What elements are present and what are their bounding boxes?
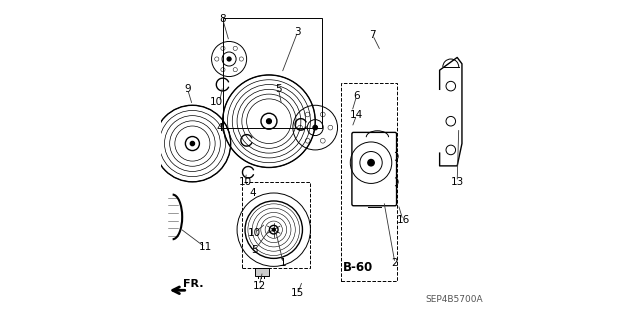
Text: 1: 1 xyxy=(280,258,287,268)
Bar xyxy=(223,18,321,128)
Text: 5: 5 xyxy=(275,84,282,94)
Text: 8: 8 xyxy=(220,14,226,24)
Text: 12: 12 xyxy=(253,280,266,291)
Circle shape xyxy=(190,141,195,146)
Text: 11: 11 xyxy=(198,242,212,252)
Circle shape xyxy=(227,57,231,61)
Circle shape xyxy=(368,160,374,166)
Bar xyxy=(255,268,269,276)
Text: 14: 14 xyxy=(350,110,364,120)
Circle shape xyxy=(267,119,271,124)
Circle shape xyxy=(313,125,317,130)
Text: 5: 5 xyxy=(252,245,258,256)
Text: 15: 15 xyxy=(291,288,304,299)
Text: FR.: FR. xyxy=(183,279,204,289)
Text: 10: 10 xyxy=(248,228,261,238)
Text: 4: 4 xyxy=(216,122,223,133)
Text: SEP4B5700A: SEP4B5700A xyxy=(425,295,483,304)
Bar xyxy=(242,182,310,268)
Text: B-60: B-60 xyxy=(343,262,373,274)
Text: 16: 16 xyxy=(396,215,410,225)
Text: 7: 7 xyxy=(369,30,376,40)
Text: 9: 9 xyxy=(184,84,191,94)
Text: 10: 10 xyxy=(210,97,223,107)
Text: 4: 4 xyxy=(250,188,257,198)
Bar xyxy=(340,83,397,281)
Text: 10: 10 xyxy=(239,177,252,187)
Text: 13: 13 xyxy=(451,177,464,187)
Text: 2: 2 xyxy=(392,258,398,268)
Text: 6: 6 xyxy=(353,91,360,101)
Text: 3: 3 xyxy=(294,27,301,37)
Circle shape xyxy=(272,228,275,231)
